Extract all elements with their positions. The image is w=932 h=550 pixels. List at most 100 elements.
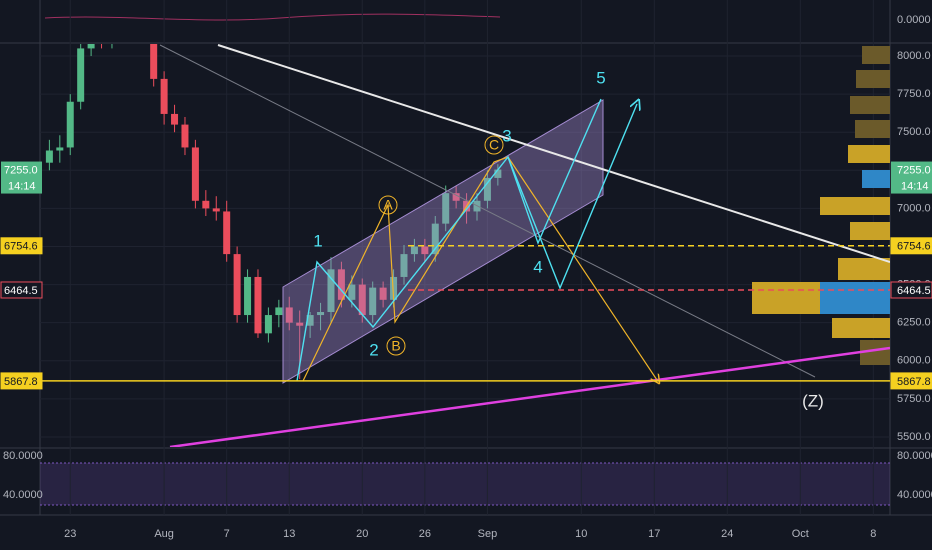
x-tick-label: 8 — [870, 528, 876, 540]
top-tick: 0.0000 — [897, 14, 931, 26]
wave-label: 2 — [369, 340, 378, 359]
rsi-tick: 80.0000 — [3, 450, 43, 462]
profile-bar — [832, 318, 890, 338]
candle-body — [87, 44, 95, 49]
price-tag-label: 6754.6 — [897, 241, 931, 253]
x-tick-label: 10 — [575, 528, 587, 540]
x-tick-label: 13 — [283, 528, 295, 540]
last-price-label: 7255.0 — [4, 164, 38, 176]
price-tag — [0, 237, 43, 255]
trendline — [169, 346, 890, 447]
candle-body — [296, 322, 304, 326]
trendline — [159, 44, 816, 378]
price-tag-label: 5867.8 — [897, 376, 931, 388]
trendline — [217, 44, 890, 263]
wave-label: 3 — [502, 126, 511, 145]
candle-body — [379, 287, 387, 300]
rsi-tick: 40.0000 — [3, 489, 43, 501]
candle-body — [400, 254, 408, 277]
candle-body — [150, 44, 158, 79]
rsi-tick: 80.0000 — [897, 450, 932, 462]
x-tick-label: 26 — [419, 528, 431, 540]
candle-body — [160, 78, 168, 114]
profile-bar — [862, 46, 890, 64]
x-tick-label: Aug — [154, 528, 174, 540]
rsi-tick: 40.0000 — [897, 489, 932, 501]
countdown-label: 14:14 — [901, 180, 929, 192]
abc-label: C — [489, 137, 499, 153]
price-tag-label: 6754.6 — [4, 241, 38, 253]
price-tag — [0, 281, 43, 299]
price-tag — [890, 281, 932, 299]
profile-bar — [848, 145, 890, 163]
target-label: (Z) — [802, 391, 824, 410]
top-indicator-line — [44, 13, 501, 21]
last-price-tag — [1, 161, 42, 194]
abc-label: B — [391, 338, 400, 354]
wave-label: 1 — [313, 231, 322, 250]
y-tick-label: 5500.0 — [897, 431, 931, 443]
abc-circle — [386, 336, 406, 356]
price-tag — [0, 372, 43, 390]
y-tick-label: 8000.0 — [897, 50, 931, 62]
x-tick-label: Sep — [478, 528, 498, 540]
candle-body — [327, 269, 335, 313]
y-tick-label: 6000.0 — [897, 355, 931, 367]
price-tag — [890, 372, 932, 390]
candle-body — [369, 287, 377, 316]
candle-body — [358, 284, 366, 316]
candle-body — [337, 269, 345, 300]
candle-body — [254, 276, 262, 334]
alt-wave — [507, 104, 637, 290]
candle-body — [431, 223, 439, 255]
profile-bar — [820, 197, 890, 215]
profile-bar — [850, 96, 890, 114]
x-tick-label: 17 — [648, 528, 660, 540]
candle-body — [410, 246, 418, 255]
drawings — [159, 44, 890, 447]
wave-label: 5 — [596, 68, 605, 87]
profile-bar — [820, 282, 890, 314]
price-tag-label: 5867.8 — [4, 376, 38, 388]
candle-body — [452, 193, 460, 201]
candle-body — [442, 193, 450, 224]
abc-label: A — [383, 197, 393, 213]
last-price-tag — [891, 161, 932, 194]
wave-label: 4 — [533, 257, 542, 276]
x-tick-label: Oct — [792, 528, 809, 540]
y-tick-label: 7750.0 — [897, 88, 931, 100]
abc-circle — [378, 195, 398, 215]
candle-body — [66, 101, 74, 148]
candle-body — [171, 113, 179, 125]
last-price-label: 7255.0 — [897, 164, 931, 176]
y-tick-label: 7000.0 — [897, 202, 931, 214]
price-tag-label: 6464.5 — [4, 285, 38, 297]
x-tick-label: 7 — [224, 528, 230, 540]
candle-body — [285, 307, 293, 323]
countdown-label: 14:14 — [8, 180, 36, 192]
candle-body — [223, 211, 231, 255]
candle-body — [306, 315, 314, 326]
abc-circle — [484, 135, 504, 155]
candle-body — [348, 284, 356, 300]
x-tick-label: 23 — [64, 528, 76, 540]
y-tick-label: 6250.0 — [897, 317, 931, 329]
profile-bar — [850, 222, 890, 240]
x-tick-label: 20 — [356, 528, 368, 540]
y-tick-label: 5750.0 — [897, 393, 931, 405]
candle-body — [264, 315, 272, 334]
rsi-band — [40, 463, 890, 505]
y-tick-label: 7500.0 — [897, 126, 931, 138]
candle-body — [191, 147, 199, 201]
candle-body — [233, 254, 241, 316]
profile-bar — [855, 120, 890, 138]
candle-body — [202, 200, 210, 209]
price-tag-label: 6464.5 — [897, 285, 931, 297]
candle-body — [317, 312, 325, 316]
candle-body — [421, 246, 429, 255]
candle-body — [77, 48, 85, 102]
abc-wave — [302, 156, 657, 381]
candle-body — [244, 276, 252, 316]
channel — [282, 99, 604, 384]
candle-body — [212, 208, 220, 212]
